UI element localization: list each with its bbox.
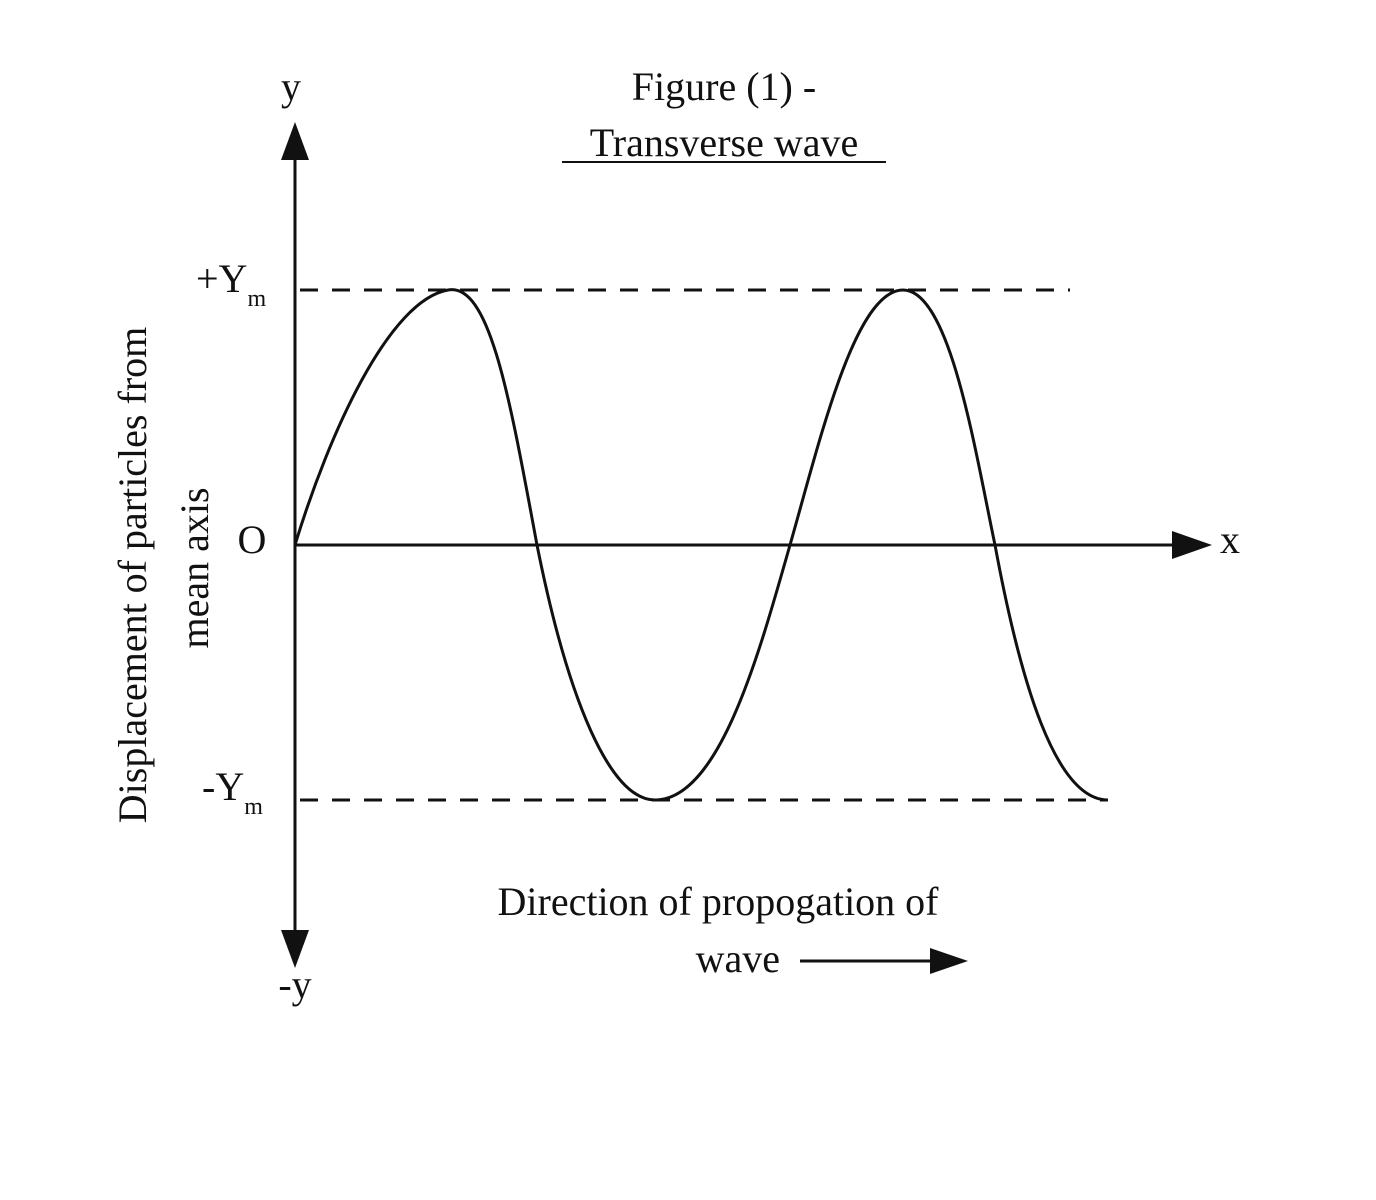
positive-amplitude-label: +Ym <box>196 256 266 312</box>
direction-label-line2: wave <box>696 936 780 981</box>
y-negative-label: -y <box>278 962 311 1007</box>
y-positive-label: y <box>281 64 301 109</box>
y-axis-title-line1: Displacement of particles from <box>110 327 155 823</box>
figure-title: Figure (1) - <box>632 64 816 109</box>
x-axis-label: x <box>1220 517 1240 562</box>
figure-subtitle: Transverse wave <box>590 120 858 165</box>
x-axis-arrowhead <box>1172 531 1212 559</box>
y-axis-title-line2: mean axis <box>172 487 217 648</box>
y-axis-title-2: mean axis <box>172 487 217 648</box>
y-axis-down-arrowhead <box>281 930 309 968</box>
wave-curve <box>293 288 1109 802</box>
direction-label-line1: Direction of propogation of <box>498 879 940 924</box>
origin-label: O <box>238 517 267 562</box>
negative-amplitude-label: -Ym <box>202 764 263 820</box>
direction-arrowhead <box>930 948 968 974</box>
y-axis-title: Displacement of particles from <box>110 327 155 823</box>
y-axis-up-arrowhead <box>281 122 309 160</box>
